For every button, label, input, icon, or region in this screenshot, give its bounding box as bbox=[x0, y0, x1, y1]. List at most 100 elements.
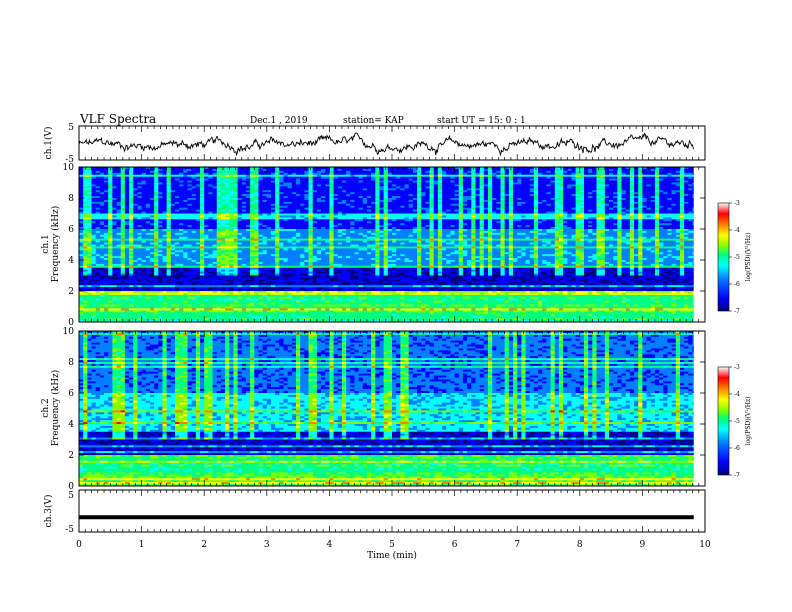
spectrogram-cell bbox=[137, 181, 141, 183]
spectrogram-cell bbox=[475, 208, 479, 210]
spectrogram-cell bbox=[129, 171, 133, 173]
spectrogram-cell bbox=[100, 217, 104, 219]
spectrogram-cell bbox=[359, 181, 363, 183]
spectrogram-cell bbox=[296, 223, 300, 225]
spectrogram-cell bbox=[213, 179, 217, 181]
spectrogram-cell bbox=[371, 215, 375, 217]
spectrogram-cell bbox=[92, 173, 96, 175]
spectrogram-cell bbox=[484, 210, 488, 212]
spectrogram-cell bbox=[150, 206, 154, 208]
spectrogram-cell bbox=[580, 217, 584, 219]
spectrogram-cell bbox=[108, 196, 112, 198]
spectrogram-cell bbox=[609, 183, 613, 185]
spectrogram-cell bbox=[384, 194, 388, 196]
spectrogram-cell bbox=[267, 210, 271, 212]
spectrogram-cell bbox=[104, 169, 108, 171]
spectrogram-cell bbox=[446, 225, 450, 227]
spectrogram-cell bbox=[196, 183, 200, 185]
spectrogram-cell bbox=[167, 214, 171, 216]
spectrogram-cell bbox=[667, 229, 671, 231]
spectrogram-cell bbox=[505, 183, 509, 185]
spectrogram-cell bbox=[663, 190, 667, 192]
spectrogram-cell bbox=[647, 181, 651, 183]
spectrogram-cell bbox=[396, 186, 400, 188]
spectrogram-cell bbox=[442, 212, 446, 214]
spectrogram-cell bbox=[467, 198, 471, 200]
spectrogram-cell bbox=[651, 200, 655, 202]
spectrogram-cell bbox=[688, 186, 692, 188]
spectrogram-cell bbox=[409, 219, 413, 221]
spectrogram-cell bbox=[467, 190, 471, 192]
spectrogram-cell bbox=[158, 229, 162, 231]
spectrogram-cell bbox=[229, 227, 233, 229]
spectrogram-cell bbox=[438, 175, 442, 177]
spectrogram-cell bbox=[509, 194, 513, 196]
spectrogram-cell bbox=[634, 219, 638, 221]
spectrogram-cell bbox=[129, 183, 133, 185]
spectrogram-cell bbox=[379, 198, 383, 200]
spectrogram-cell bbox=[526, 212, 530, 214]
spectrogram-cell bbox=[346, 221, 350, 223]
spectrogram-cell bbox=[588, 194, 592, 196]
spectrogram-cell bbox=[584, 215, 588, 217]
spectrogram-cell bbox=[659, 194, 663, 196]
spectrogram-cell bbox=[275, 169, 279, 171]
spectrogram-cell bbox=[480, 225, 484, 227]
spectrogram-cell bbox=[505, 186, 509, 188]
spectrogram-cell bbox=[638, 221, 642, 223]
spectrogram-cell bbox=[150, 186, 154, 188]
spectrogram-cell bbox=[175, 194, 179, 196]
spectrogram-cell bbox=[430, 173, 434, 175]
spectrogram-cell bbox=[354, 188, 358, 190]
spectrogram-cell bbox=[329, 177, 333, 179]
spectrogram-cell bbox=[125, 206, 129, 208]
spectrogram-cell bbox=[584, 188, 588, 190]
spectrogram-cell bbox=[592, 225, 596, 227]
spectrogram-cell bbox=[263, 204, 267, 206]
spectrogram-cell bbox=[605, 181, 609, 183]
spectrogram-cell bbox=[379, 194, 383, 196]
spectrogram-cell bbox=[292, 221, 296, 223]
spectrogram-cell bbox=[605, 217, 609, 219]
spectrogram-cell bbox=[588, 206, 592, 208]
spectrogram-cell bbox=[638, 184, 642, 186]
spectrogram-cell bbox=[142, 184, 146, 186]
spectrogram-cell bbox=[559, 181, 563, 183]
spectrogram-cell bbox=[467, 206, 471, 208]
spectrogram-cell bbox=[142, 214, 146, 216]
spectrogram-cell bbox=[133, 184, 137, 186]
spectrogram-cell bbox=[430, 221, 434, 223]
spectrogram-cell bbox=[596, 229, 600, 231]
spectrogram-cell bbox=[417, 208, 421, 210]
spectrogram-cell bbox=[129, 194, 133, 196]
spectrogram-cell bbox=[534, 212, 538, 214]
spectrogram-cell bbox=[171, 206, 175, 208]
spectrogram-cell bbox=[638, 206, 642, 208]
spectrogram-cell bbox=[434, 217, 438, 219]
spectrogram-cell bbox=[567, 171, 571, 173]
spectrogram-cell bbox=[509, 181, 513, 183]
spectrogram-cell bbox=[438, 202, 442, 204]
spectrogram-cell bbox=[321, 229, 325, 231]
spectrogram-cell bbox=[133, 219, 137, 221]
spectrogram-cell bbox=[183, 210, 187, 212]
spectrogram-cell bbox=[613, 171, 617, 173]
spectrogram-cell bbox=[559, 225, 563, 227]
spectrogram-cell bbox=[79, 186, 83, 188]
spectrogram-cell bbox=[137, 210, 141, 212]
spectrogram-cell bbox=[521, 202, 525, 204]
spectrogram-cell bbox=[87, 217, 91, 219]
spectrogram-cell bbox=[121, 229, 125, 231]
spectrogram-cell bbox=[400, 183, 404, 185]
spectrogram-cell bbox=[622, 188, 626, 190]
spectrogram-cell bbox=[363, 192, 367, 194]
spectrogram-cell bbox=[359, 217, 363, 219]
spectrogram-cell bbox=[450, 225, 454, 227]
spectrogram-cell bbox=[563, 179, 567, 181]
spectrogram-cell bbox=[167, 212, 171, 214]
spectrogram-cell bbox=[350, 212, 354, 214]
spectrogram-cell bbox=[87, 188, 91, 190]
spectrogram-cell bbox=[400, 223, 404, 225]
spectrogram-cell bbox=[559, 227, 563, 229]
spectrogram-cell bbox=[233, 198, 237, 200]
